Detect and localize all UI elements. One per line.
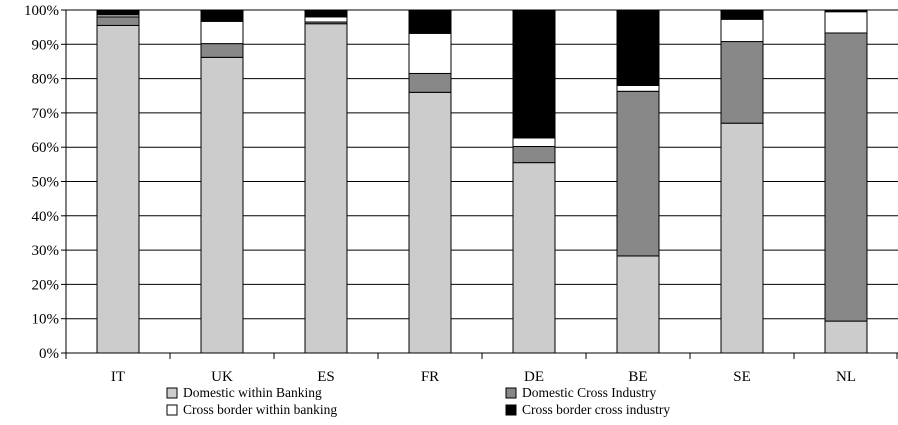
bar-segment: [720, 41, 764, 124]
legend-swatch: [505, 404, 517, 416]
y-tick-label: 40%: [32, 209, 60, 225]
axes: [61, 9, 898, 359]
bar-segment: [824, 320, 868, 354]
bar-segment: [96, 9, 140, 16]
legend-label: Cross border within banking: [183, 402, 337, 417]
y-tick-label: 80%: [32, 72, 60, 88]
bar-segment: [512, 162, 556, 354]
bar-segment: [200, 20, 244, 45]
legend-label: Domestic Cross Industry: [522, 385, 656, 400]
x-tick-label: SE: [733, 369, 751, 385]
bar-segment: [200, 43, 244, 58]
x-tick-label: NL: [836, 369, 856, 385]
bar-segment: [304, 9, 348, 18]
legend-swatch: [166, 387, 178, 399]
y-tick-label: 0%: [39, 346, 59, 362]
x-tick-label: BE: [628, 369, 647, 385]
bar-segment: [96, 16, 140, 26]
y-tick-label: 30%: [32, 243, 60, 259]
y-tick-label: 60%: [32, 140, 60, 156]
bar-segment: [512, 146, 556, 164]
y-tick-label: 90%: [32, 37, 60, 53]
bar-segment: [304, 23, 348, 354]
bars: [96, 9, 868, 354]
bar-segment: [824, 11, 868, 34]
bar-segment: [512, 137, 556, 148]
bar-segment: [408, 9, 452, 34]
bar-segment: [720, 122, 764, 354]
y-tick-label: 50%: [32, 175, 60, 191]
bar-segment: [616, 84, 660, 92]
y-tick-labels: 0% 10% 20% 30% 40% 50% 60% 70% 80% 90% 100%: [24, 3, 59, 362]
legend-swatch: [166, 404, 178, 416]
x-tick-label: UK: [211, 369, 233, 385]
bar-segment: [720, 18, 764, 43]
x-tick-labels: IT UK ES FR DE BE SE NL: [111, 369, 856, 385]
bar-segment: [408, 91, 452, 354]
gridlines: [66, 9, 898, 354]
x-tick-label: DE: [524, 369, 544, 385]
bar-segment: [720, 9, 764, 20]
bar-segment: [200, 56, 244, 354]
y-tick-label: 10%: [32, 312, 60, 328]
legend-label: Cross border cross industry: [522, 402, 670, 417]
bar-segment: [824, 32, 868, 322]
bar-segment: [616, 255, 660, 354]
x-tick-label: IT: [111, 369, 125, 385]
bar-segment: [616, 9, 660, 86]
bar-segment: [824, 9, 868, 13]
bar-segment: [304, 16, 348, 23]
legend: Domestic within Banking Domestic Cross In…: [166, 385, 670, 417]
bar-segment: [408, 32, 452, 74]
x-tick-label: FR: [421, 369, 439, 385]
bar-segment: [512, 9, 556, 139]
bar-segment: [200, 9, 244, 22]
y-tick-label: 100%: [24, 3, 59, 19]
bar-segment: [408, 72, 452, 93]
x-tick-label: ES: [317, 369, 335, 385]
legend-label: Domestic within Banking: [183, 385, 322, 400]
legend-swatch: [505, 387, 517, 399]
y-tick-label: 70%: [32, 106, 60, 122]
bar-segment: [96, 24, 140, 354]
y-tick-label: 20%: [32, 277, 60, 293]
bar-segment: [616, 90, 660, 257]
